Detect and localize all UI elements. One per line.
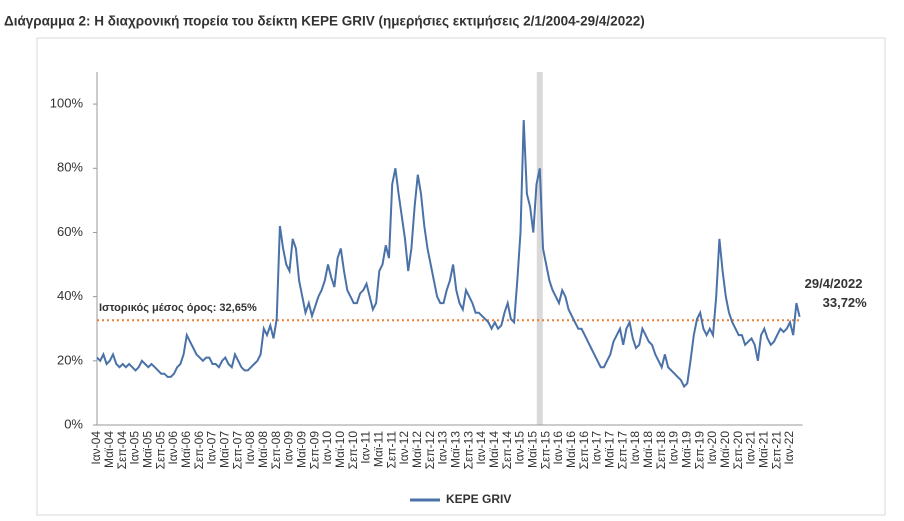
x-tick-label: Ιαν-11 [359,431,373,464]
x-tick-label: Ιαν-07 [205,431,219,465]
x-tick-label: Μαϊ-18 [641,431,655,468]
y-tick-label: 100% [50,96,84,111]
x-tick-label: Μαϊ-11 [372,431,386,467]
x-tick-label: Ιαν-22 [782,431,796,465]
x-tick-label: Ιαν-16 [551,431,565,465]
y-tick-label: 40% [57,288,83,303]
y-tick-label: 0% [64,416,83,431]
x-tick-label: Σεπ-05 [153,431,167,470]
x-tick-label: Ιαν-18 [628,431,642,465]
x-tick-label: Σεπ-20 [731,431,745,470]
x-tick-label: Μαϊ-05 [141,431,155,468]
x-tick-label: Μαϊ-08 [256,431,270,468]
x-tick-label: Ιαν-17 [590,431,604,465]
x-tick-label: Μαϊ-06 [179,431,193,468]
x-tick-label: Μαϊ-21 [757,431,771,468]
x-tick-label: Ιαν-14 [474,431,488,465]
x-tick-label: Μαϊ-16 [564,431,578,468]
x-tick-label: Μαϊ-10 [333,431,347,468]
x-tick-label: Σεπ-16 [577,431,591,470]
chart-frame [36,37,886,516]
x-tick-label: Μαϊ-04 [102,431,116,468]
x-tick-label: Σεπ-13 [461,431,475,470]
x-tick-label: Ιαν-09 [282,431,296,465]
y-tick-label: 80% [57,160,83,175]
x-tick-label: Σεπ-18 [654,431,668,470]
x-tick-label: Ιαν-19 [667,431,681,465]
x-tick-label: Ιαν-10 [320,431,334,465]
x-tick-label: Σεπ-09 [307,431,321,470]
end-value: 33,72% [823,295,868,310]
x-tick-label: Μαϊ-07 [218,431,232,468]
x-tick-label: Σεπ-15 [538,431,552,470]
x-tick-label: Σεπ-08 [269,431,283,470]
y-tick-label: 60% [57,224,83,239]
x-tick-label: Μαϊ-09 [295,431,309,468]
x-tick-label: Σεπ-04 [115,431,129,470]
x-tick-label: Μαϊ-12 [410,431,424,468]
series-line [96,120,801,389]
x-tick-label: Σεπ-12 [423,431,437,470]
x-tick-label: Σεπ-21 [769,431,783,470]
end-date: 29/4/2022 [805,276,863,291]
x-tick-label: Μαϊ-17 [603,431,617,468]
x-tick-label: Ιαν-15 [513,431,527,465]
chart-title: Διάγραμμα 2: Η διαχρονική πορεία του δεί… [4,14,645,29]
x-tick-label: Σεπ-11 [384,431,398,469]
legend-label: KEPE GRIV [446,492,511,506]
x-tick-label: Ιαν-21 [744,431,758,465]
mean-label: Ιστορικός μέσος όρος: 32,65% [99,302,257,314]
x-tick-label: Ιαν-08 [243,431,257,465]
x-tick-label: Σεπ-06 [192,431,206,470]
x-tick-label: Ιαν-20 [705,431,719,465]
x-tick-label: Ιαν-13 [436,431,450,465]
x-tick-label: Μαϊ-13 [449,431,463,468]
x-tick-label: Μαϊ-20 [718,431,732,468]
x-tick-label: Σεπ-14 [500,431,514,470]
x-tick-label: Σεπ-19 [692,431,706,470]
x-tick-label: Ιαν-12 [397,431,411,465]
highlight-band [536,72,543,425]
x-tick-label: Ιαν-05 [128,431,142,465]
x-tick-label: Ιαν-06 [166,431,180,465]
x-tick-label: Μαϊ-19 [680,431,694,468]
x-tick-label: Σεπ-07 [230,431,244,470]
x-tick-label: Ιαν-04 [89,431,103,465]
x-tick-label: Μαϊ-15 [526,431,540,468]
y-tick-label: 20% [57,352,83,367]
x-tick-label: Σεπ-17 [615,431,629,470]
x-tick-label: Σεπ-10 [346,431,360,470]
x-tick-label: Μαϊ-14 [487,431,501,468]
